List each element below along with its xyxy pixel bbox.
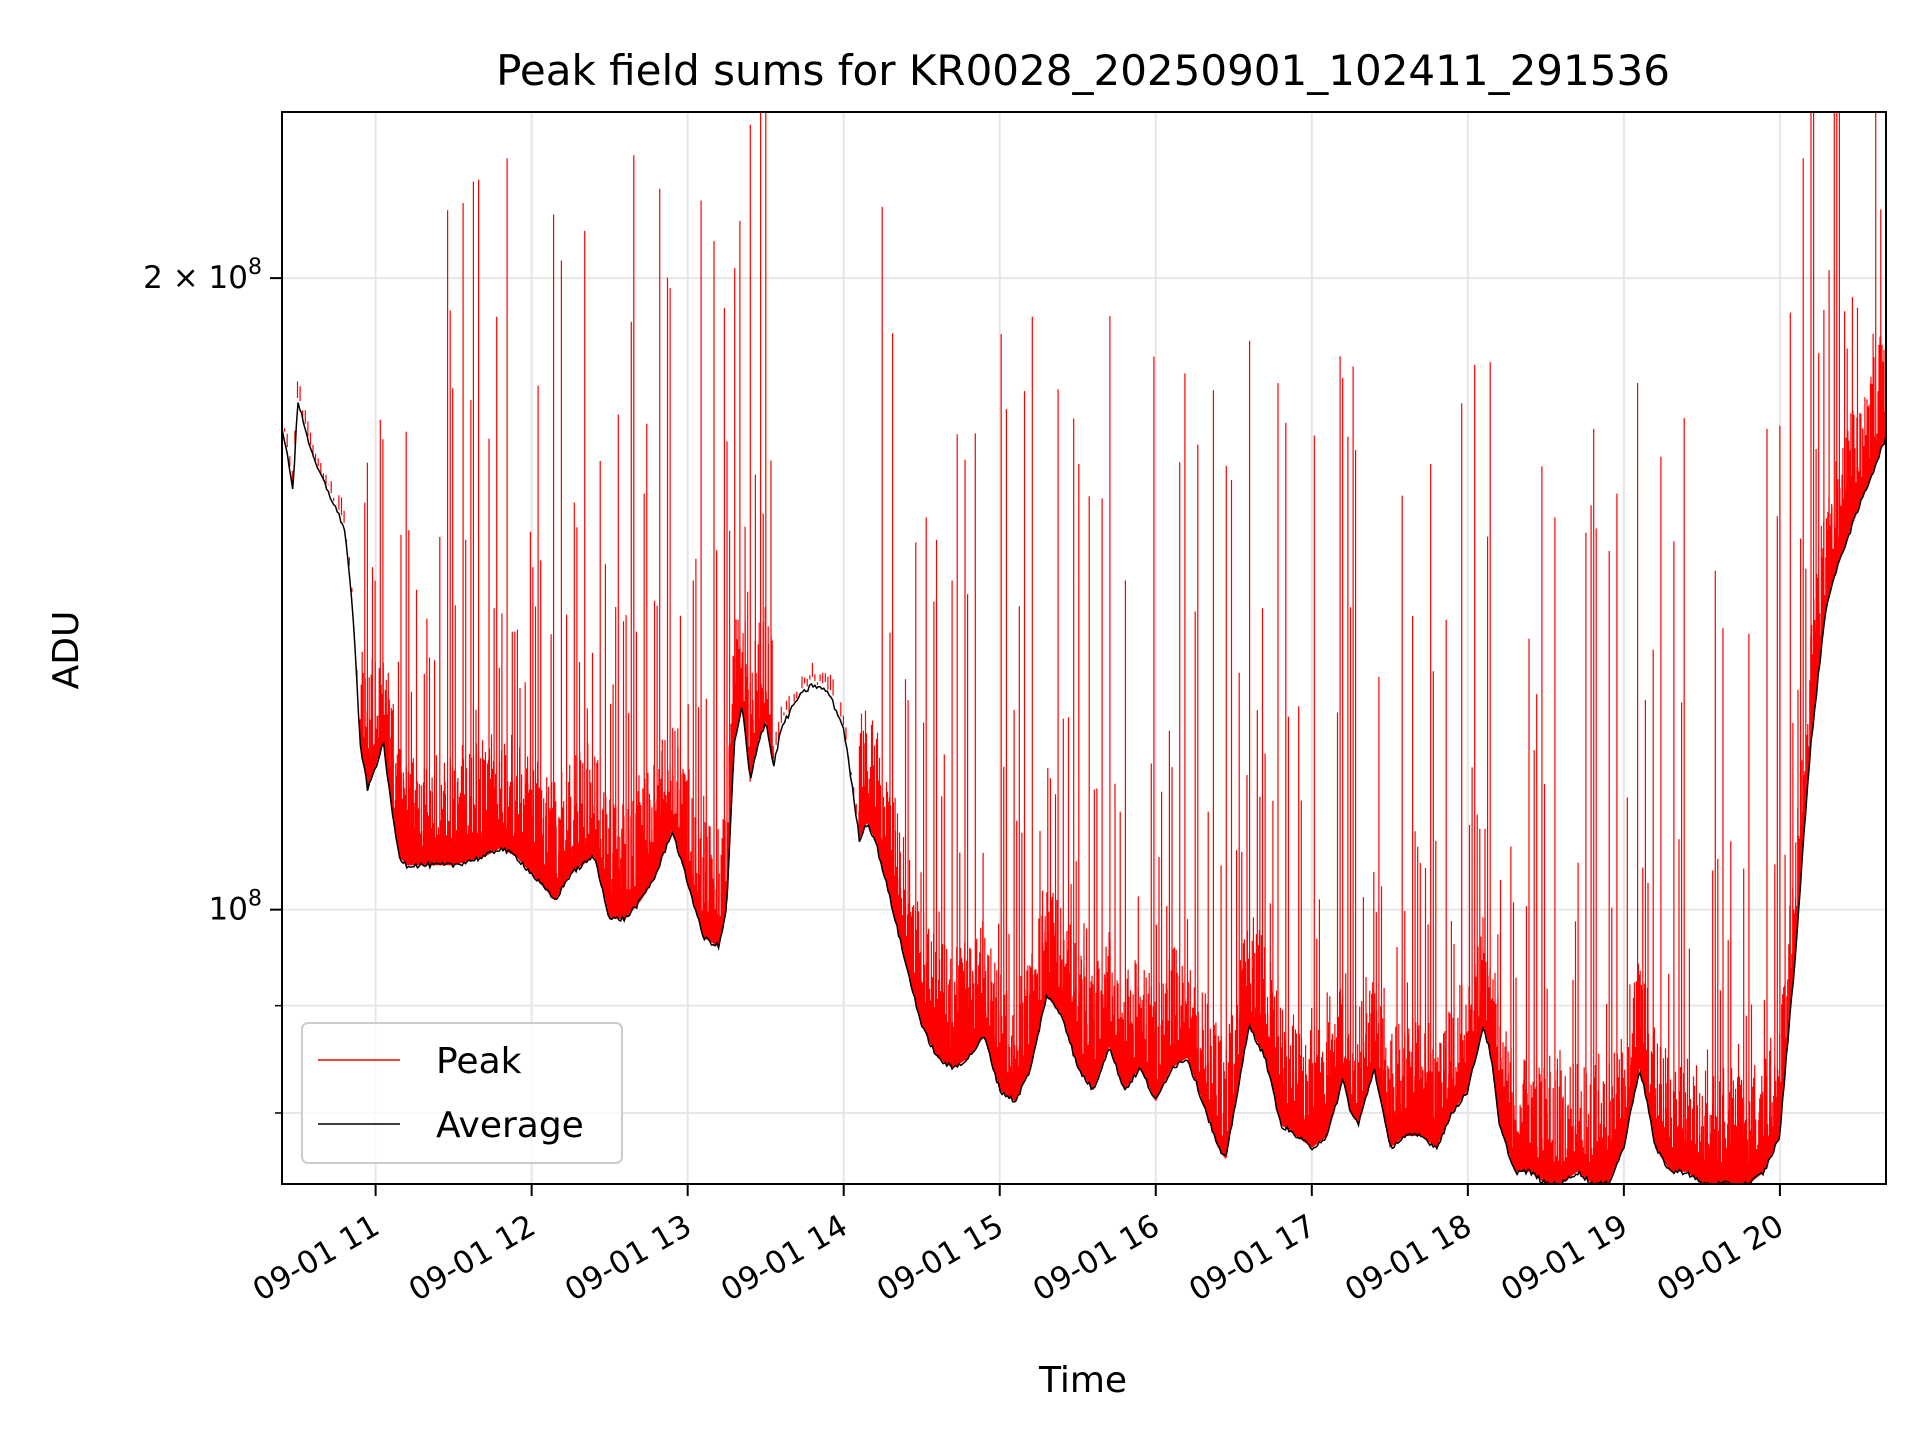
x-tick-label: 09-01 12 bbox=[403, 1208, 542, 1309]
x-axis: 09-01 11 09-01 12 09-01 13 09-01 14 09-01 15… bbox=[247, 1184, 1790, 1309]
x-tick-label: 09-01 16 bbox=[1027, 1208, 1166, 1309]
x-tick-label: 09-01 18 bbox=[1339, 1208, 1478, 1309]
x-tick-label: 09-01 11 bbox=[247, 1208, 386, 1309]
y-tick-label: 108 bbox=[209, 887, 262, 928]
x-tick-label: 09-01 13 bbox=[559, 1208, 698, 1309]
series-peak bbox=[282, 112, 1886, 1184]
x-axis-label: Time bbox=[1038, 1360, 1127, 1401]
x-tick-label: 09-01 20 bbox=[1651, 1208, 1790, 1309]
y-tick-label: 2 × 108 bbox=[143, 255, 262, 296]
chart-title: Peak field sums for KR0028_20250901_1024… bbox=[496, 46, 1670, 95]
x-tick-label: 09-01 15 bbox=[871, 1208, 1010, 1309]
average-line bbox=[282, 402, 1886, 1184]
x-tick-label: 09-01 19 bbox=[1495, 1208, 1634, 1309]
y-axis: 108 2 × 108 bbox=[143, 255, 282, 1114]
series-average bbox=[282, 402, 1886, 1184]
legend-box bbox=[301, 1022, 623, 1164]
peak-band bbox=[282, 336, 1886, 1184]
legend-label-average: Average bbox=[436, 1105, 584, 1146]
y-axis-label: ADU bbox=[46, 611, 87, 690]
x-tick-label: 09-01 17 bbox=[1183, 1208, 1322, 1309]
legend: Peak Average bbox=[301, 1022, 623, 1164]
x-tick-label: 09-01 14 bbox=[715, 1208, 854, 1309]
legend-label-peak: Peak bbox=[436, 1041, 522, 1082]
plot-frame bbox=[281, 111, 1887, 1185]
